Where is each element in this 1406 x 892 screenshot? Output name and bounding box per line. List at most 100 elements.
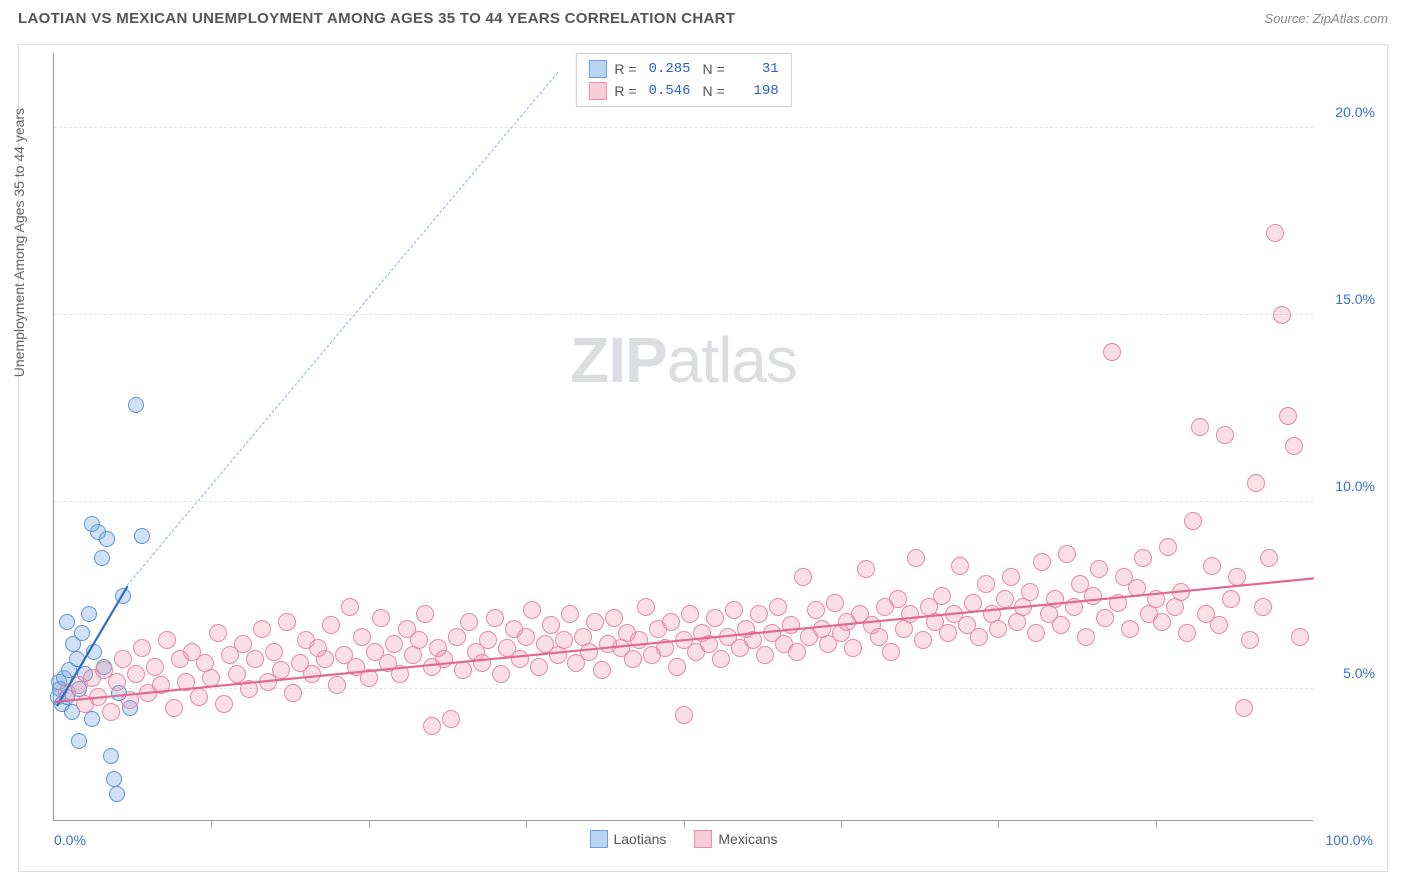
data-point (1096, 609, 1114, 627)
chart-header: LAOTIAN VS MEXICAN UNEMPLOYMENT AMONG AG… (0, 0, 1406, 33)
data-point (1178, 624, 1196, 642)
data-point (1279, 407, 1297, 425)
data-point (542, 616, 560, 634)
data-point (190, 688, 208, 706)
data-point (788, 643, 806, 661)
stats-n-label: N = (699, 83, 725, 99)
data-point (473, 654, 491, 672)
trend-line (127, 72, 559, 586)
data-point (1210, 616, 1228, 634)
data-point (769, 598, 787, 616)
data-point (102, 703, 120, 721)
data-point (316, 650, 334, 668)
data-point (756, 646, 774, 664)
data-point (939, 624, 957, 642)
legend-label-laotians: Laotians (613, 831, 666, 847)
data-point (209, 624, 227, 642)
data-point (1260, 549, 1278, 567)
x-tick (211, 820, 212, 828)
data-point (996, 590, 1014, 608)
data-point (146, 658, 164, 676)
data-point (1058, 545, 1076, 563)
data-point (1046, 590, 1064, 608)
data-point (435, 650, 453, 668)
stats-r-value-1: 0.546 (645, 83, 691, 99)
data-point (1222, 590, 1240, 608)
data-point (970, 628, 988, 646)
data-point (253, 620, 271, 638)
data-point (134, 528, 150, 544)
data-point (637, 598, 655, 616)
data-point (681, 605, 699, 623)
data-point (882, 643, 900, 661)
data-point (989, 620, 1007, 638)
watermark-light: atlas (667, 324, 797, 396)
data-point (460, 613, 478, 631)
data-point (128, 397, 144, 413)
stats-r-label: R = (614, 83, 636, 99)
data-point (1134, 549, 1152, 567)
x-tick (1156, 820, 1157, 828)
data-point (517, 628, 535, 646)
legend: Laotians Mexicans (589, 830, 777, 848)
data-point (109, 786, 125, 802)
data-point (668, 658, 686, 676)
data-point (272, 661, 290, 679)
data-point (133, 639, 151, 657)
data-point (246, 650, 264, 668)
data-point (1184, 512, 1202, 530)
data-point (901, 605, 919, 623)
stats-swatch-laotians (588, 60, 606, 78)
data-point (951, 557, 969, 575)
data-point (1159, 538, 1177, 556)
stats-row-mexicans: R = 0.546 N = 198 (588, 80, 778, 102)
data-point (74, 625, 90, 641)
data-point (605, 609, 623, 627)
x-tick (526, 820, 527, 828)
data-point (454, 661, 472, 679)
data-point (593, 661, 611, 679)
legend-swatch-laotians (589, 830, 607, 848)
data-point (725, 601, 743, 619)
data-point (1002, 568, 1020, 586)
data-point (857, 560, 875, 578)
data-point (511, 650, 529, 668)
data-point (410, 631, 428, 649)
data-point (1203, 557, 1221, 575)
stats-n-label: N = (699, 61, 725, 77)
stats-row-laotians: R = 0.285 N = 31 (588, 58, 778, 80)
data-point (1033, 553, 1051, 571)
y-tick-label: 5.0% (1343, 665, 1375, 681)
data-point (794, 568, 812, 586)
chart-source: Source: ZipAtlas.com (1264, 11, 1388, 26)
chart-title: LAOTIAN VS MEXICAN UNEMPLOYMENT AMONG AG… (18, 10, 735, 27)
data-point (486, 609, 504, 627)
data-point (385, 635, 403, 653)
data-point (492, 665, 510, 683)
x-axis-min-label: 0.0% (54, 832, 86, 848)
data-point (81, 606, 97, 622)
data-point (1052, 616, 1070, 634)
data-point (580, 643, 598, 661)
data-point (750, 605, 768, 623)
data-point (1241, 631, 1259, 649)
data-point (870, 628, 888, 646)
data-point (977, 575, 995, 593)
data-point (1191, 418, 1209, 436)
data-point (106, 771, 122, 787)
stats-box: R = 0.285 N = 31 R = 0.546 N = 198 (575, 53, 791, 107)
data-point (284, 684, 302, 702)
data-point (228, 665, 246, 683)
data-point (423, 717, 441, 735)
data-point (1216, 426, 1234, 444)
data-point (322, 616, 340, 634)
data-point (234, 635, 252, 653)
data-point (530, 658, 548, 676)
data-point (630, 631, 648, 649)
data-point (127, 665, 145, 683)
data-point (328, 676, 346, 694)
x-tick (684, 820, 685, 828)
data-point (1247, 474, 1265, 492)
data-point (99, 531, 115, 547)
data-point (94, 550, 110, 566)
